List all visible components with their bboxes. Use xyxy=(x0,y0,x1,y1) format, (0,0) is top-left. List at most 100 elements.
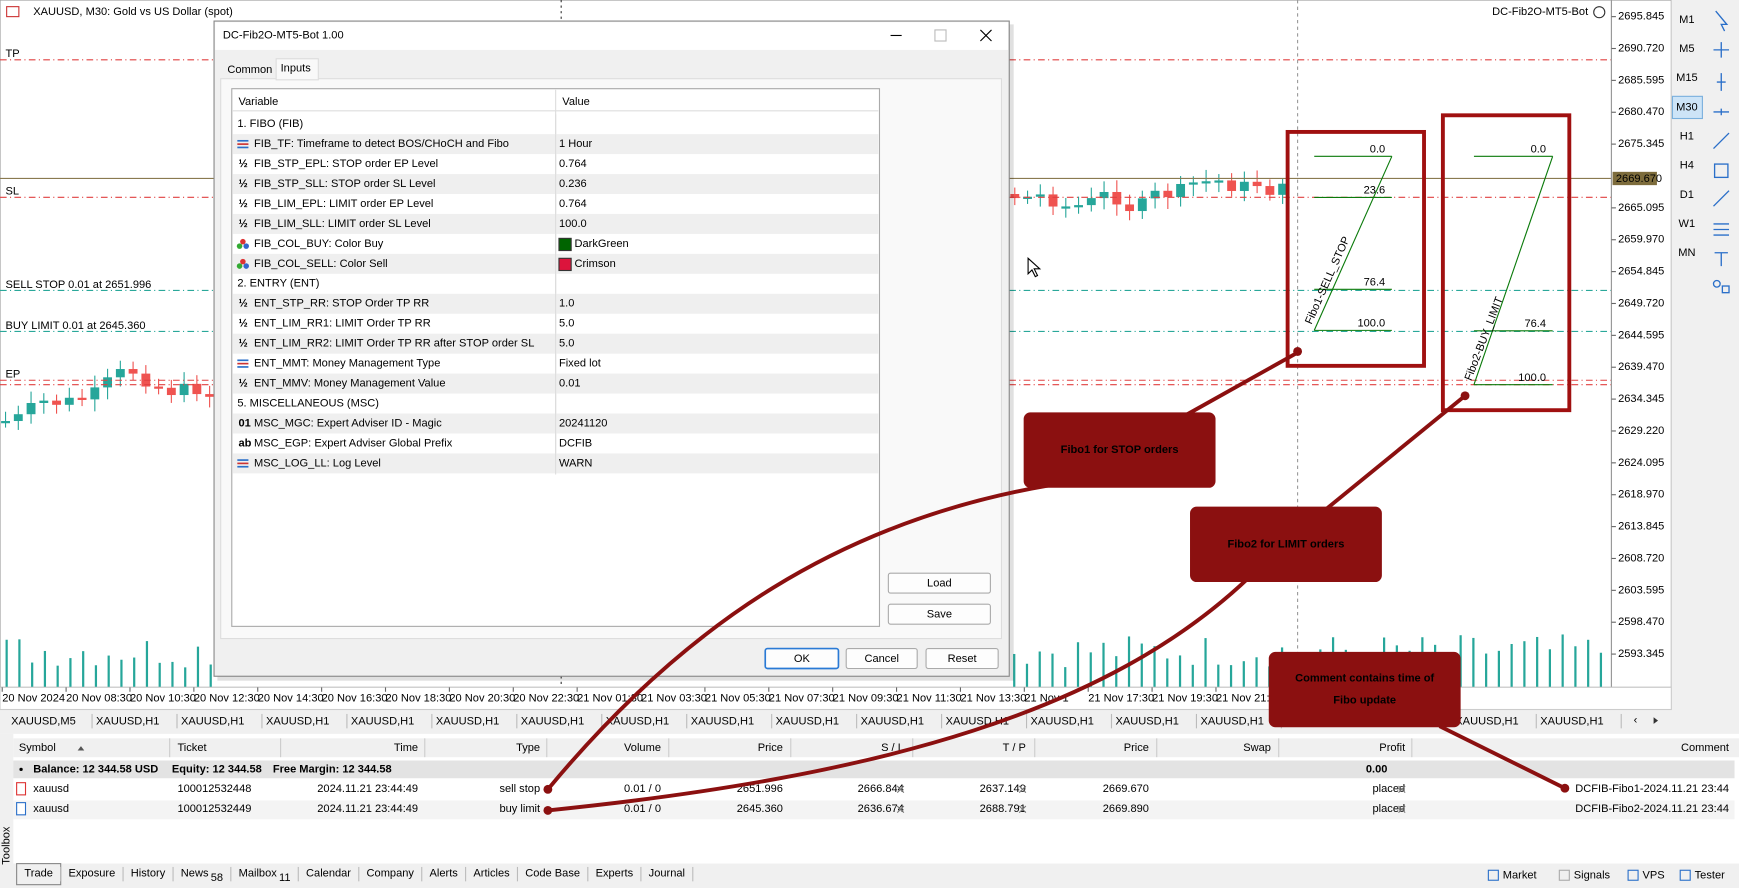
tab-scroll-left[interactable]: ‹ xyxy=(1634,715,1638,727)
table-header[interactable]: Profit xyxy=(1379,742,1405,754)
bottom-tab[interactable]: Trade xyxy=(24,868,53,880)
dialog-tab[interactable]: Common xyxy=(227,64,272,76)
symbol-tab[interactable]: XAUUSD,H1 xyxy=(1200,716,1263,728)
input-value[interactable]: 0.01 xyxy=(559,378,581,390)
remove-button[interactable] xyxy=(896,785,905,794)
input-value[interactable]: 100.0 xyxy=(559,218,587,230)
tab-scroll-right[interactable] xyxy=(1653,717,1659,724)
bottom-tab[interactable]: Calendar xyxy=(306,868,351,880)
drawing-tools[interactable] xyxy=(1712,10,1730,294)
input-value[interactable]: 0.236 xyxy=(559,178,587,190)
button-label[interactable]: Reset xyxy=(948,653,977,665)
tab-badge: 11 xyxy=(279,872,291,884)
bottom-tab[interactable]: Exposure xyxy=(68,868,115,880)
remove-button[interactable] xyxy=(1398,805,1406,814)
button-load[interactable] xyxy=(887,572,991,594)
timeframe-button[interactable]: M15 xyxy=(1676,72,1698,84)
bottom-tab[interactable]: Mailbox xyxy=(239,868,278,880)
callout-text: Comment contains time of Fibo update xyxy=(1295,672,1434,706)
table-header[interactable]: S / L xyxy=(881,742,904,754)
button-label[interactable]: Cancel xyxy=(864,653,898,665)
right-tab[interactable]: Tester xyxy=(1695,870,1725,882)
right-tab[interactable]: Market xyxy=(1503,870,1537,882)
input-value[interactable]: Fixed lot xyxy=(559,358,601,370)
remove-button[interactable] xyxy=(1018,785,1027,794)
bottom-tab[interactable]: Company xyxy=(367,868,415,880)
table-header[interactable]: Price xyxy=(1124,742,1149,754)
candle-body xyxy=(166,387,176,396)
symbol-tab[interactable]: XAUUSD,M5 xyxy=(11,716,76,728)
input-value[interactable]: 20241120 xyxy=(559,417,607,429)
symbol-tab[interactable]: XAUUSD,H1 xyxy=(691,716,754,728)
bottom-tab[interactable]: Experts xyxy=(596,868,634,880)
input-value[interactable]: 5.0 xyxy=(559,318,574,330)
input-value[interactable]: DCFIB xyxy=(559,437,592,449)
ea-label: DC-Fib2O-MT5-Bot xyxy=(1492,6,1588,18)
button-save[interactable] xyxy=(887,603,991,625)
symbol-tab[interactable]: XAUUSD,H1 xyxy=(266,716,329,728)
table-header[interactable]: Type xyxy=(516,742,540,754)
timeframe-active xyxy=(1671,95,1703,120)
input-value[interactable]: 1 Hour xyxy=(559,138,593,150)
timeframe-button[interactable]: H4 xyxy=(1680,160,1694,172)
table-header[interactable]: T / P xyxy=(1003,742,1026,754)
timeframe-button[interactable]: M5 xyxy=(1679,43,1694,55)
button-reset[interactable] xyxy=(925,647,999,670)
timeframe-button[interactable]: D1 xyxy=(1680,189,1694,201)
input-value[interactable]: WARN xyxy=(559,457,592,469)
symbol-tab[interactable]: XAUUSD,H1 xyxy=(181,716,244,728)
symbol-tab[interactable]: XAUUSD,H1 xyxy=(861,716,924,728)
button-label[interactable]: OK xyxy=(794,653,811,665)
right-tab[interactable]: Signals xyxy=(1574,870,1611,882)
variable-name: FIB_COL_SELL: Color Sell xyxy=(254,258,388,270)
symbol-tab[interactable]: XAUUSD,H1 xyxy=(1455,716,1518,728)
button-label[interactable]: Save xyxy=(927,609,952,621)
right-tab-icon xyxy=(1627,869,1639,881)
timeframe-button[interactable]: H1 xyxy=(1680,131,1694,143)
remove-button[interactable] xyxy=(1018,805,1027,814)
timeframe-button[interactable]: M1 xyxy=(1679,14,1694,26)
bottom-tab[interactable]: Code Base xyxy=(525,868,580,880)
symbol-tab[interactable]: XAUUSD,H1 xyxy=(606,716,669,728)
input-value[interactable]: Crimson xyxy=(574,258,615,270)
button-ok[interactable] xyxy=(764,647,840,670)
symbol-tab[interactable]: XAUUSD,H1 xyxy=(351,716,414,728)
table-header[interactable]: Comment xyxy=(1681,742,1729,754)
table-header[interactable]: Swap xyxy=(1243,742,1271,754)
dialog-tab[interactable]: Inputs xyxy=(281,63,312,75)
symbol-tab[interactable]: XAUUSD,H1 xyxy=(521,716,584,728)
symbol-tab[interactable]: XAUUSD,H1 xyxy=(946,716,1009,728)
table-header[interactable]: Time xyxy=(394,742,418,754)
input-value[interactable]: 1.0 xyxy=(559,298,574,310)
symbol-tab[interactable]: XAUUSD,H1 xyxy=(436,716,499,728)
bottom-tab[interactable]: Alerts xyxy=(430,868,459,880)
bottom-tab[interactable]: News xyxy=(181,868,209,880)
remove-button[interactable] xyxy=(896,805,905,814)
input-value[interactable]: 0.764 xyxy=(559,158,587,170)
symbol-tab[interactable]: XAUUSD,H1 xyxy=(1540,716,1603,728)
timeframe-button[interactable]: MN xyxy=(1678,247,1695,259)
table-header[interactable]: Ticket xyxy=(177,742,206,754)
order-cell: 100012532448 xyxy=(177,783,251,795)
bottom-tab[interactable]: Journal xyxy=(649,868,685,880)
close-button[interactable] xyxy=(980,29,992,42)
input-value[interactable]: 0.764 xyxy=(559,198,587,210)
remove-button[interactable] xyxy=(1398,785,1406,794)
bottom-tab[interactable]: History xyxy=(131,868,166,880)
button-cancel[interactable] xyxy=(845,647,918,670)
table-header[interactable]: Price xyxy=(758,742,783,754)
input-value[interactable]: 5.0 xyxy=(559,338,574,350)
symbol-tab[interactable]: XAUUSD,H1 xyxy=(1115,716,1178,728)
symbol-tab[interactable]: XAUUSD,H1 xyxy=(96,716,159,728)
right-tab[interactable]: VPS xyxy=(1643,870,1665,882)
time-label: 21 Nov 13:30 xyxy=(960,692,1026,704)
button-label[interactable]: Load xyxy=(927,578,952,590)
table-header[interactable]: Symbol xyxy=(19,742,56,754)
timeframe-button[interactable]: M30 xyxy=(1676,101,1698,113)
bottom-tab[interactable]: Articles xyxy=(473,868,510,880)
symbol-tab[interactable]: XAUUSD,H1 xyxy=(1031,716,1094,728)
input-value[interactable]: DarkGreen xyxy=(574,238,628,250)
table-header[interactable]: Volume xyxy=(624,742,661,754)
timeframe-button[interactable]: W1 xyxy=(1679,218,1696,230)
symbol-tab[interactable]: XAUUSD,H1 xyxy=(776,716,839,728)
